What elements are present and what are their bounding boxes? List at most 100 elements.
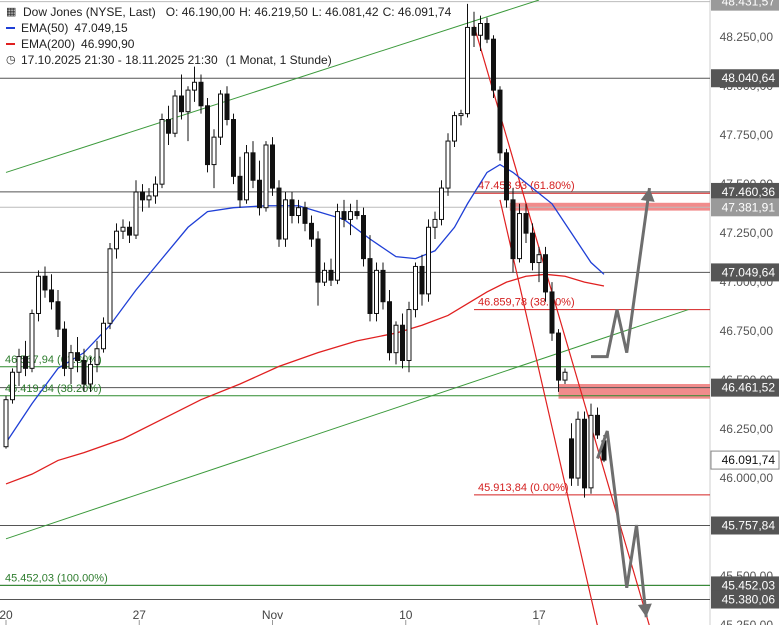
candle-body [270,144,275,189]
candle [491,35,496,98]
candle [315,231,321,306]
candle [588,403,594,494]
legend-ema200-row: EMA(200) 46.990,90 [6,36,455,52]
legend-period-row: ◷ 17.10.2025 21:30 - 18.11.2025 21:30 (1… [6,52,455,68]
candle [354,199,360,220]
candle-body [569,438,574,479]
candle [562,368,568,385]
candle [543,246,548,302]
candle-body [452,115,457,142]
candle-body [198,81,204,107]
candle [257,160,262,216]
price-level-label-text: 46.461,52 [722,381,776,395]
candle [309,215,314,247]
y-axis-tick-label: 45.250,00 [720,618,774,625]
candle [179,74,184,120]
price-level-label-bg [711,576,779,595]
candle-body [322,269,327,283]
legend-ema50-label: EMA(50) [21,21,69,35]
candle-body [231,119,236,177]
price-level-label-bg [711,590,779,609]
candle [426,219,431,302]
trendline-red [499,199,599,627]
y-axis-tick-label: 46.000,00 [720,471,774,485]
candle-body [55,301,61,330]
candle-body [172,95,178,134]
fib-red-label: 46.859,78 (38.20%) [478,297,575,309]
candle [484,17,490,44]
candle-body [374,269,379,314]
candle-body [582,418,587,489]
candle-body [146,195,152,201]
candle-body [426,226,431,295]
candle-body [315,238,321,283]
candle [478,15,483,51]
candle [283,192,288,247]
price-level-label: 45.452,03 [711,576,779,595]
candle [322,262,327,287]
candle-body [192,81,197,91]
price-level-label: 48.431,57 [711,0,779,11]
candle-body [88,363,93,385]
candle [185,86,191,142]
candle [159,113,165,189]
candle [270,137,275,196]
candle [302,201,308,232]
candle [595,407,600,439]
candle [101,317,106,353]
price-level-label-text: 47.049,64 [722,265,776,279]
fib-red-label: 45.913,84 (0.00%) [478,482,569,494]
candle [549,282,555,341]
legend-close: C: 46.091,74 [382,5,452,19]
price-level-label: 47.460,36 [711,182,779,201]
candle-body [328,269,334,281]
candle [23,340,28,377]
projection-arrow-down-head [637,603,652,618]
candle [250,141,256,189]
candle [432,211,438,240]
candle [419,254,425,306]
candle-body [439,187,444,220]
price-level-label-bg [711,0,779,11]
candle [49,274,54,310]
candle [289,192,295,224]
candle [107,242,113,330]
candle [393,321,399,365]
candle-body [257,179,262,209]
candle-body [523,213,529,234]
candle [127,221,132,243]
candle [192,66,197,102]
candle [218,90,223,145]
projection-arrow-up-path [591,187,651,359]
candle [445,133,451,196]
resistance-zone [509,202,710,211]
candle [335,203,340,285]
candle [120,219,126,240]
candle-body [81,360,87,385]
candle [367,235,373,322]
current-price-label-bg [710,450,780,470]
price-level-label-bg [711,69,779,88]
candle-body [543,254,548,293]
candle-body [120,226,126,232]
candle-body [361,215,366,260]
current-price-label: 46.091,74 [710,450,780,470]
candle [530,223,535,271]
x-axis-tick-label: 20 [0,608,13,622]
candle-body [224,93,230,121]
projection-arrow-up [591,187,655,359]
projection-arrow-down [596,430,652,618]
candle-body [237,175,243,201]
candle-body [140,191,145,201]
candle [328,258,334,287]
candle-body [23,356,28,369]
candle [3,395,9,449]
price-level-label-bg [711,263,779,282]
price-level-label: 47.381,91 [711,198,779,217]
candle [413,262,418,318]
candle-body [16,356,22,373]
candle [244,144,249,204]
candle-body [530,232,535,264]
